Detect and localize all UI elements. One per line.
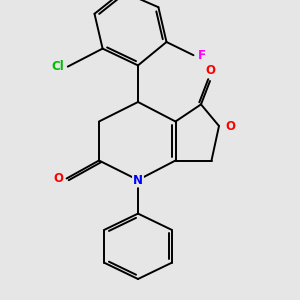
Text: F: F xyxy=(198,49,206,62)
Text: N: N xyxy=(133,173,143,187)
Text: O: O xyxy=(53,172,63,185)
Text: O: O xyxy=(226,119,236,133)
Text: O: O xyxy=(205,64,215,77)
Text: Cl: Cl xyxy=(52,60,64,73)
